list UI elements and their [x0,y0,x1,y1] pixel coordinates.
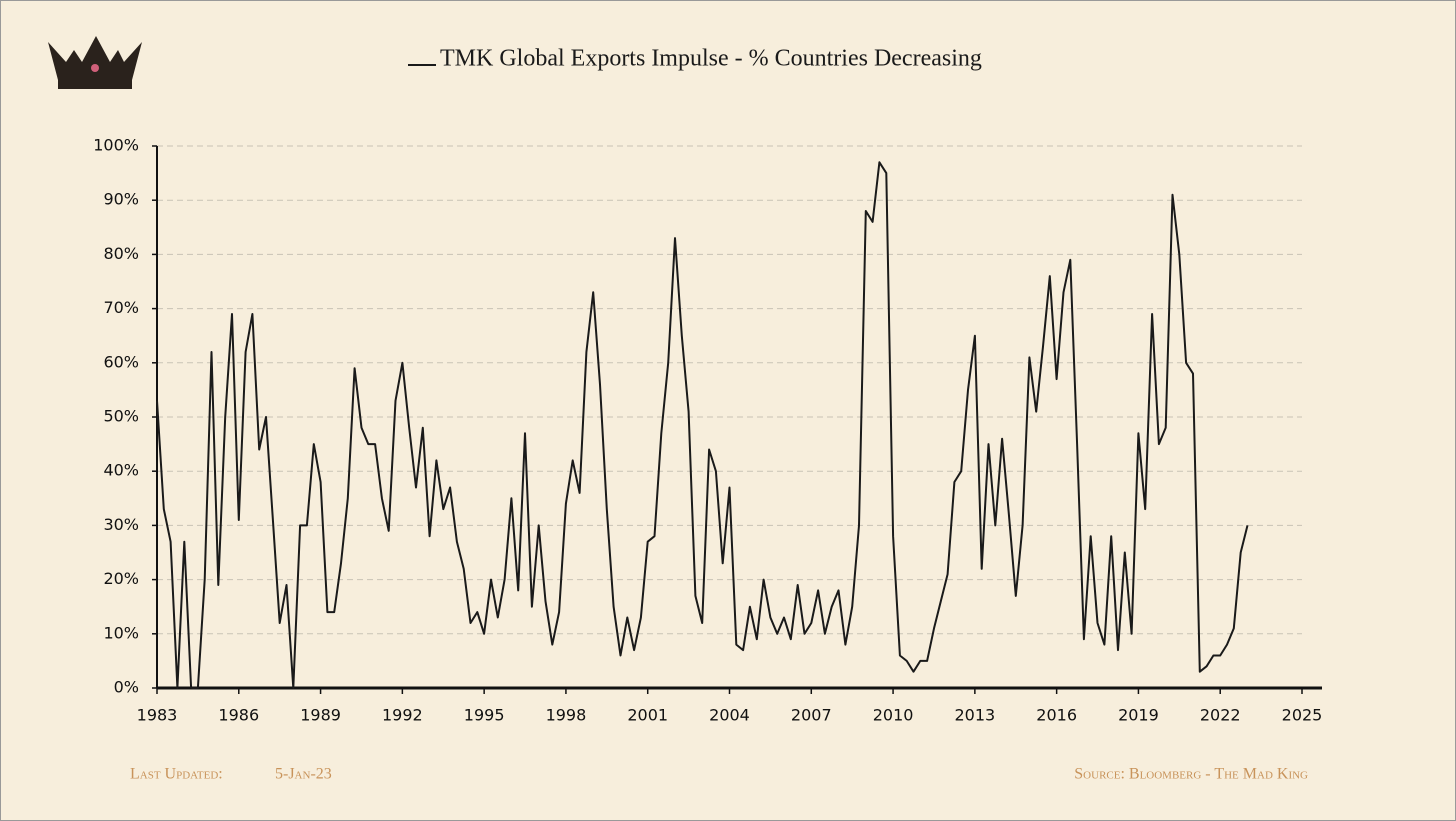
y-tick-label: 60% [103,352,139,371]
x-tick-label: 2007 [791,706,832,725]
x-tick-label: 2019 [1118,706,1159,725]
x-tick-label: 2013 [954,706,995,725]
y-tick-label: 50% [103,407,139,426]
source: Source: Bloomberg - The Mad King [1074,766,1308,783]
x-tick-label: 1986 [218,706,259,725]
x-tick-label: 1983 [137,706,178,725]
y-tick-label: 80% [103,244,139,263]
x-tick-label: 2025 [1282,706,1323,725]
crown-logo [48,36,142,89]
x-tick-label: 2004 [709,706,750,725]
updated-label: Last Updated: [130,766,223,783]
x-tick-label: 2022 [1200,706,1241,725]
y-tick-label: 100% [93,136,139,155]
x-tick-label: 1992 [382,706,423,725]
y-tick-label: 0% [114,678,139,697]
x-tick-label: 2010 [873,706,914,725]
x-tick-label: 2001 [627,706,668,725]
x-tick-label: 1989 [300,706,341,725]
y-tick-label: 30% [103,515,139,534]
y-tick-label: 40% [103,461,139,480]
y-tick-label: 20% [103,569,139,588]
x-tick-label: 1995 [464,706,505,725]
y-tick-label: 90% [103,190,139,209]
x-tick-label: 2016 [1036,706,1077,725]
updated-date: 5-Jan-23 [275,766,332,783]
y-tick-label: 10% [103,623,139,642]
y-tick-label: 70% [103,298,139,317]
data-line [156,161,1249,689]
x-tick-label: 1998 [546,706,587,725]
legend-label: TMK Global Exports Impulse - % Countries… [440,46,982,72]
